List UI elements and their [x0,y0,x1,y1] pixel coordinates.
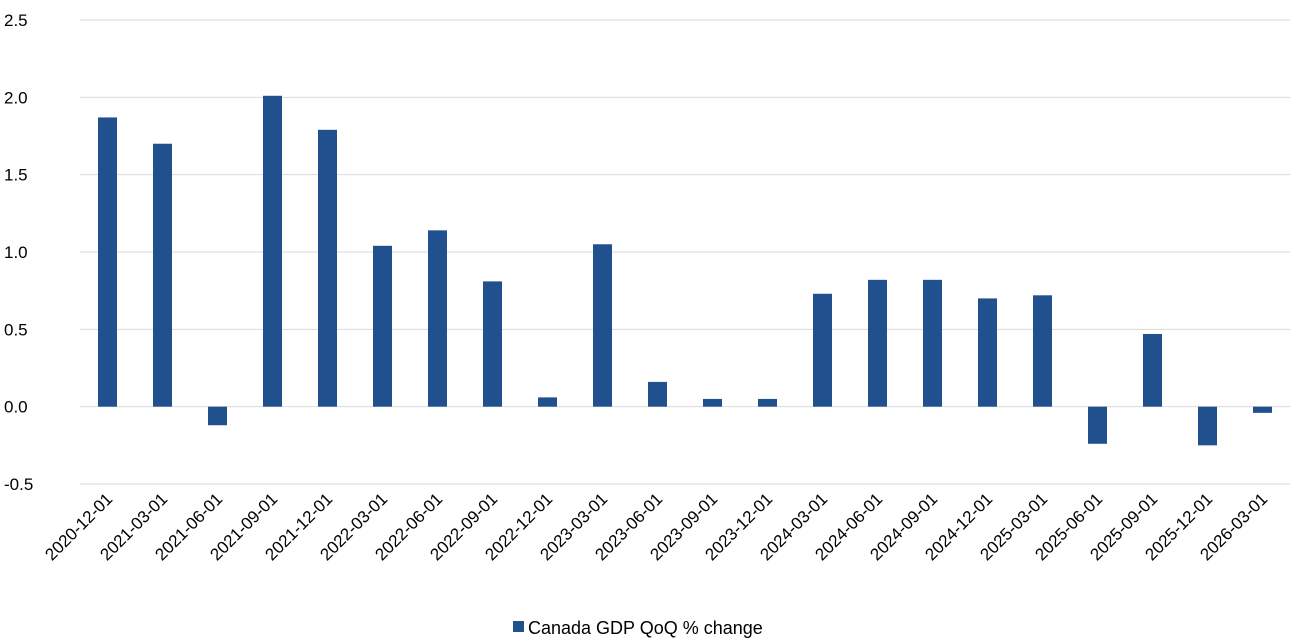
x-axis-tick-labels: 2020-12-012021-03-012021-06-012021-09-01… [41,489,1271,564]
bar [868,279,887,407]
bar [1143,333,1162,407]
y-axis-tick-labels: -0.5 0.0 0.5 1.0 1.5 2.0 2.5 [4,11,33,494]
y-tick-label: 1.5 [4,166,28,185]
bar [153,143,172,407]
bar [98,117,117,407]
y-tick-label: 0.5 [4,320,28,339]
bar [758,398,777,407]
bar [1088,406,1107,444]
bar [923,279,942,407]
bar [428,230,447,407]
y-tick-label: 1.0 [4,243,28,262]
legend: Canada GDP QoQ % change [513,618,763,638]
legend-swatch [513,621,524,632]
y-tick-label: -0.5 [4,475,33,494]
y-tick-label: 2.5 [4,11,28,30]
bar [813,293,832,407]
bar [538,397,557,407]
bar [648,381,667,407]
legend-label: Canada GDP QoQ % change [528,618,763,638]
gridlines [80,19,1290,485]
bar [263,95,282,407]
bar [208,406,227,426]
bar [593,244,612,407]
bars [98,95,1272,446]
bar [703,398,722,407]
bar [1033,295,1052,407]
y-tick-label: 2.0 [4,88,28,107]
bar [1198,406,1217,446]
y-tick-label: 0.0 [4,398,28,417]
bar [978,298,997,407]
bar [483,281,502,407]
bar [373,245,392,407]
bar [1253,406,1272,413]
bar [318,129,337,407]
